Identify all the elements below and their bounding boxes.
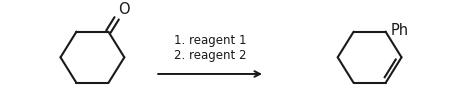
Text: 1. reagent 1: 1. reagent 1 bbox=[174, 34, 246, 47]
Text: O: O bbox=[118, 2, 129, 17]
Text: 2. reagent 2: 2. reagent 2 bbox=[174, 49, 246, 62]
Text: Ph: Ph bbox=[391, 23, 409, 38]
